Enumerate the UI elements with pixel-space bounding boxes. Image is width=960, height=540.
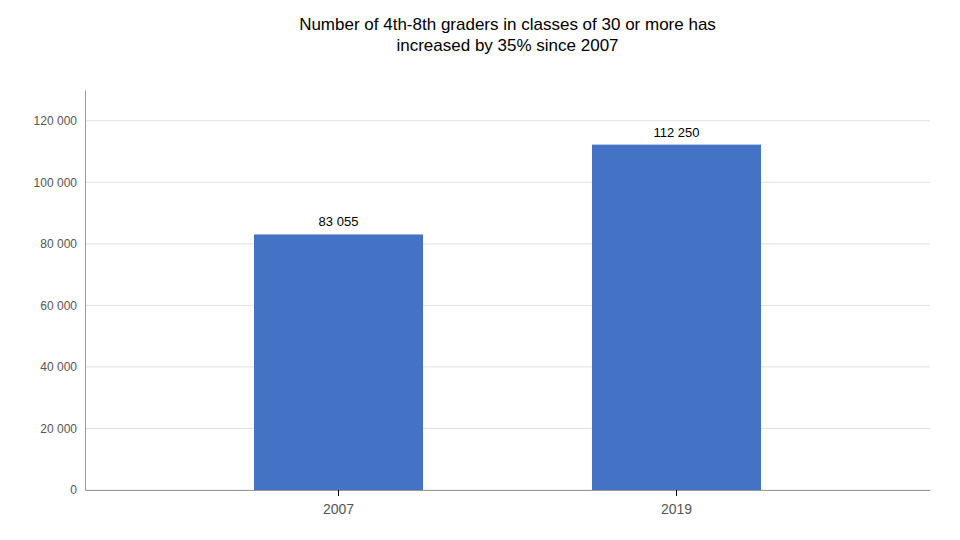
y-tick-label: 120 000 [34,114,78,128]
y-tick-label: 40 000 [40,360,77,374]
grid-line [85,428,930,429]
y-tick: 0 [70,483,85,497]
y-axis-line [85,91,86,491]
y-tick: 80 000 [40,237,85,251]
title-line: Number of 4th-8th graders in classes of … [299,15,716,34]
data-label: 112 250 [653,125,699,140]
grid-line [85,490,930,491]
chart-svg: 0 20 000 40 000 60 000 80 000 100 000 120 000 2… [0,0,960,540]
title-line: increased by 35% since 2007 [396,36,618,55]
x-tick-mark [338,490,339,496]
x-tick-mark [676,490,677,496]
x-axis: 2007 2019 [86,490,931,517]
y-tick-label: 60 000 [40,299,77,313]
x-tick-label: 2007 [323,501,354,517]
grid-line [85,305,930,306]
data-label: 83 055 [319,214,359,229]
x-axis-line [86,490,931,491]
y-tick: 40 000 [40,360,85,374]
y-tick: 20 000 [40,422,85,436]
data-labels: 83 055 112 250 [319,125,700,230]
grid-line [85,243,930,244]
grid-line [85,366,930,367]
bar [254,234,423,490]
grid-line [85,182,930,183]
x-tick: 2007 [323,490,354,517]
y-tick: 120 000 [34,114,85,128]
grid-line [85,120,930,121]
bars [254,145,761,490]
y-tick-label: 0 [70,483,77,497]
y-tick: 60 000 [40,299,85,313]
y-tick-label: 80 000 [40,237,77,251]
grid [85,121,930,490]
x-tick: 2019 [661,490,692,517]
y-tick-label: 100 000 [34,176,78,190]
y-tick-label: 20 000 [40,422,77,436]
y-tick: 100 000 [34,176,85,190]
x-tick-label: 2019 [661,501,692,517]
title: Number of 4th-8th graders in classes of … [299,15,716,55]
plot: 0 20 000 40 000 60 000 80 000 100 000 120 000 2… [34,91,931,517]
chart-container: 0 20 000 40 000 60 000 80 000 100 000 120 000 2… [0,0,960,540]
y-axis: 0 20 000 40 000 60 000 80 000 100 000 120 000 [34,91,86,498]
bar [592,145,761,490]
